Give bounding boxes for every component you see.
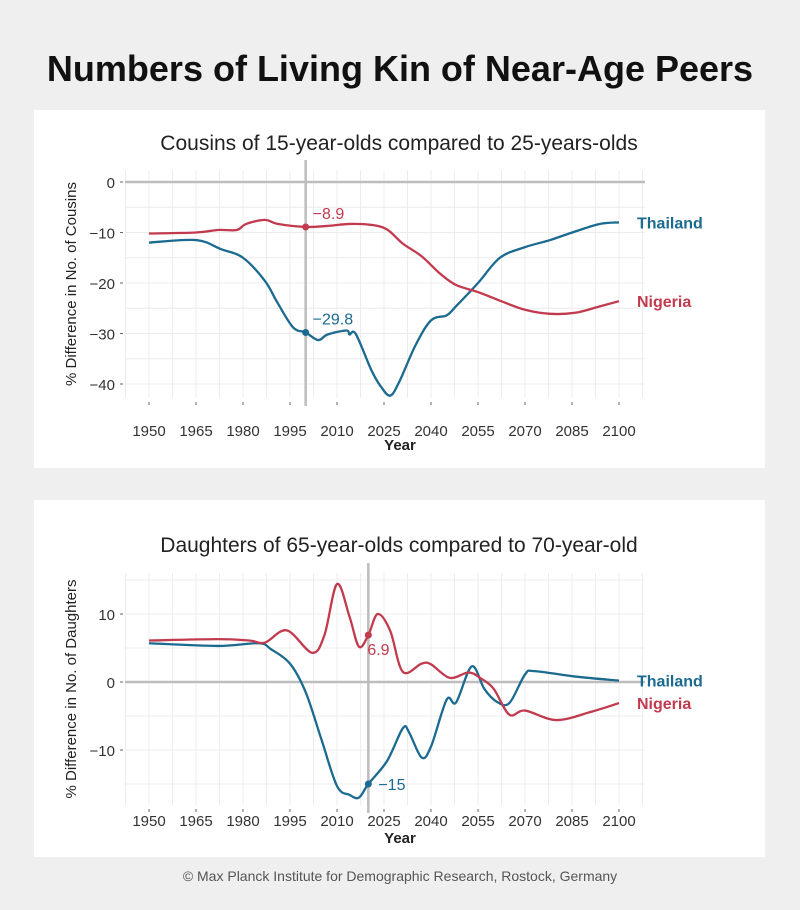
x-tick-label: 2085 [555,813,588,830]
x-tick-label: 2025 [367,423,400,440]
x-tick-label: 2085 [555,423,588,440]
annotation-point-thailand [302,328,310,336]
x-axis-label: Year [384,830,416,847]
cousins-chart: Cousins of 15-year-olds compared to 25-y… [63,132,703,454]
series-label-nigeria: Nigeria [637,294,691,311]
annotation-point-nigeria [302,223,310,231]
series-label-nigeria: Nigeria [637,696,691,713]
series-line-nigeria [148,218,620,316]
y-tick-label: −40 [90,377,115,394]
x-tick-label: 1950 [132,423,165,440]
x-axis-label: Year [384,437,416,454]
x-tick-label: 2100 [602,423,635,440]
y-tick-label: 0 [107,175,115,192]
y-tick-label: 10 [98,607,115,624]
x-tick-label: 2025 [367,813,400,830]
x-tick-label: 2100 [602,813,635,830]
page-title: Numbers of Living Kin of Near-Age Peers [46,48,754,89]
copyright-footer: © Max Planck Institute for Demographic R… [182,868,618,884]
series-line-thailand [148,221,620,397]
x-tick-label: 2055 [461,423,494,440]
x-tick-label: 1965 [179,813,212,830]
x-tick-label: 2070 [508,423,541,440]
chart-panel-daughters: Daughters of 65-year-olds compared to 70… [34,500,765,857]
y-tick-label: −20 [90,276,115,293]
annotation-label-thailand: −15 [378,777,405,794]
x-tick-label: 2010 [320,813,353,830]
x-tick-label: 1980 [226,813,259,830]
y-tick-label: −30 [90,327,115,344]
annotation-point-thailand [364,780,372,788]
chart-title: Daughters of 65-year-olds compared to 70… [160,534,637,557]
y-axis-label: % Difference in No. of Cousins [63,182,80,386]
y-axis-label: % Difference in No. of Daughters [63,579,80,798]
series-label-thailand: Thailand [637,674,703,691]
y-tick-label: 0 [107,675,115,692]
x-tick-label: 2040 [414,423,447,440]
x-tick-label: 1965 [179,423,212,440]
x-tick-label: 1950 [132,813,165,830]
annotation-label-nigeria: −8.9 [313,206,345,223]
chart-title: Cousins of 15-year-olds compared to 25-y… [160,132,637,155]
x-tick-label: 1980 [226,423,259,440]
x-tick-label: 1995 [273,423,306,440]
x-tick-label: 2070 [508,813,541,830]
chart-panel-cousins: Cousins of 15-year-olds compared to 25-y… [34,110,765,468]
annotation-label-nigeria: 6.9 [367,642,389,659]
x-tick-label: 2055 [461,813,494,830]
y-tick-label: −10 [90,743,115,760]
x-tick-label: 2040 [414,813,447,830]
series-line-nigeria [148,582,620,722]
series-label-thailand: Thailand [637,215,703,232]
daughters-chart: Daughters of 65-year-olds compared to 70… [63,534,703,847]
x-tick-label: 1995 [273,813,306,830]
x-tick-label: 2010 [320,423,353,440]
series-line-thailand [148,642,620,800]
y-tick-label: −10 [90,226,115,243]
annotation-label-thailand: −29.8 [313,311,354,328]
annotation-point-nigeria [364,631,372,639]
